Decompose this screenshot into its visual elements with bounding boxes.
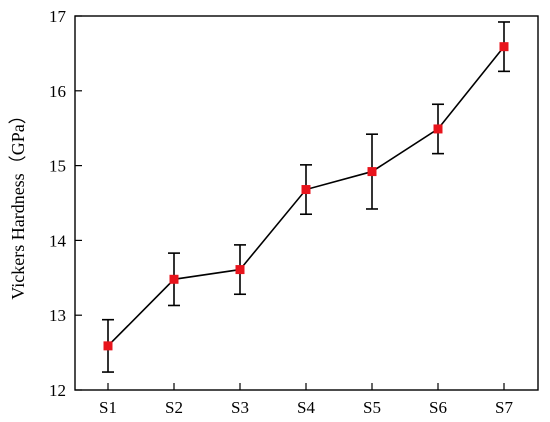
data-point — [169, 274, 179, 284]
data-point — [103, 341, 113, 351]
data-markers — [103, 42, 509, 351]
data-point — [367, 167, 377, 177]
data-point — [235, 265, 245, 275]
data-point — [301, 185, 311, 195]
data-point — [433, 124, 443, 134]
y-tick-label: 12 — [49, 381, 66, 400]
error-bars — [102, 21, 510, 373]
x-tick-label: S6 — [429, 398, 447, 417]
x-tick-label: S4 — [297, 398, 315, 417]
y-axis-title: Vickers Hardness（GPa） — [8, 106, 28, 299]
x-tick-label: S1 — [99, 398, 117, 417]
y-axis-ticks: 12 13 14 15 16 17 — [49, 7, 82, 400]
x-tick-label: S3 — [231, 398, 249, 417]
y-tick-label: 14 — [49, 231, 67, 250]
y-tick-label: 16 — [49, 82, 66, 101]
x-tick-label: S5 — [363, 398, 381, 417]
x-tick-label: S2 — [165, 398, 183, 417]
y-tick-label: 17 — [49, 7, 67, 26]
data-point — [499, 42, 509, 52]
x-tick-label: S7 — [495, 398, 513, 417]
x-axis-ticks: S1 S2 S3 S4 S5 S6 S7 — [99, 383, 513, 417]
y-tick-label: 15 — [49, 157, 66, 176]
y-tick-label: 13 — [49, 306, 66, 325]
